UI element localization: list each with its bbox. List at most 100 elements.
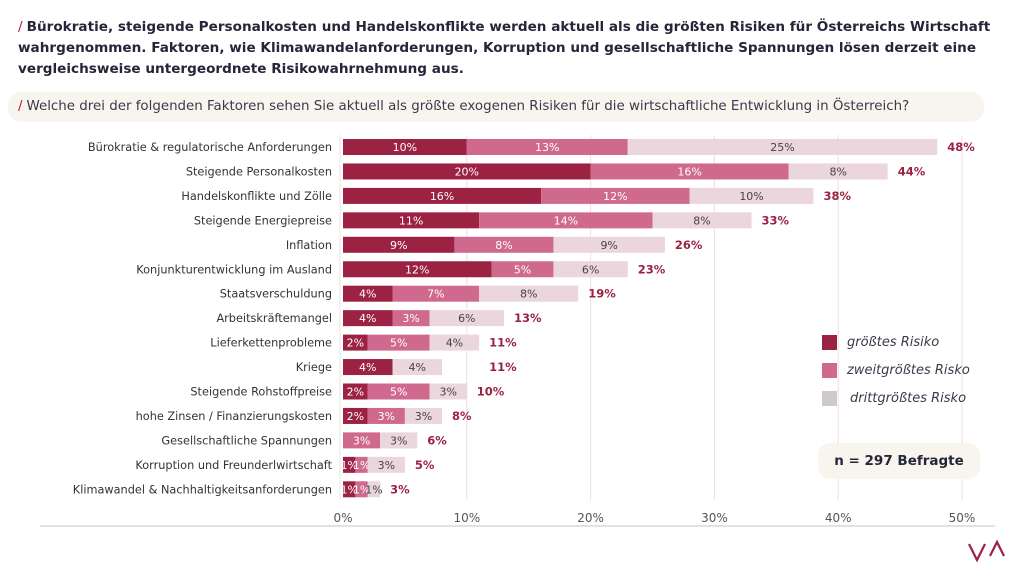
bar-segment	[367, 407, 405, 424]
bar-segment	[367, 481, 381, 498]
segment-label: 10%	[739, 190, 763, 203]
legend-swatch	[822, 390, 837, 406]
segment-label: 3%	[390, 434, 407, 447]
bar-segment	[491, 261, 554, 278]
legend-label: drittgrößtes Risko	[850, 390, 967, 406]
legend-item-1: größtes Risiko	[822, 328, 970, 356]
bar-segment	[392, 359, 443, 376]
total-label: 44%	[898, 164, 926, 178]
bar-segment	[553, 236, 665, 253]
bar-segment	[343, 163, 591, 180]
total-label: 3%	[390, 482, 410, 496]
segment-label: 1%	[340, 483, 357, 496]
segment-label: 6%	[458, 312, 475, 325]
category-label: Bürokratie & regulatorische Anforderunge…	[88, 141, 332, 154]
bar-segment	[343, 310, 393, 327]
category-label: Lieferkettenprobleme	[210, 337, 332, 350]
legend-label: größtes Risiko	[847, 334, 940, 350]
x-tick-label: 40%	[825, 511, 852, 525]
segment-label: 1%	[353, 459, 370, 472]
bar-segment	[479, 285, 579, 302]
segment-label: 3%	[415, 410, 432, 423]
segment-label: 1%	[365, 483, 382, 496]
segment-label: 14%	[554, 214, 578, 227]
bar-segment	[553, 261, 628, 278]
bar-segment	[466, 139, 628, 155]
headline-text: Bürokratie, steigende Personalkosten und…	[18, 19, 991, 77]
segment-label: 4%	[359, 288, 376, 301]
bar-segment	[343, 261, 492, 278]
headline: / Bürokratie, steigende Personalkosten un…	[18, 17, 998, 80]
segment-label: 13%	[535, 141, 559, 154]
segment-label: 2%	[347, 410, 364, 423]
segment-label: 3%	[353, 434, 370, 447]
category-label: Konjunkturentwicklung im Ausland	[136, 263, 332, 276]
segment-label: 16%	[430, 190, 454, 203]
total-label: 33%	[762, 213, 790, 227]
total-label: 38%	[823, 189, 851, 203]
segment-label: 3%	[378, 459, 395, 472]
legend-item-2: zweitgrößtes Risko	[822, 356, 970, 384]
bar-segment	[367, 334, 430, 351]
segment-label: 5%	[390, 386, 407, 399]
bar-segment	[355, 456, 368, 473]
segment-label: 2%	[347, 386, 364, 399]
total-label: 26%	[675, 238, 703, 252]
total-label: 11%	[489, 336, 517, 350]
category-label: Steigende Energiepreise	[194, 214, 332, 227]
bar-segment	[627, 139, 938, 155]
x-tick-label: 10%	[453, 511, 480, 525]
bar-segment	[479, 212, 653, 229]
question-text: Welche drei der folgenden Faktoren sehen…	[26, 99, 910, 114]
category-label: Kriege	[296, 361, 332, 374]
segment-label: 11%	[399, 214, 423, 227]
bar-segment	[343, 334, 368, 351]
category-label: hohe Zinsen / Finanzierungskosten	[136, 410, 332, 423]
segment-label: 4%	[359, 361, 376, 374]
bar-segment	[454, 236, 554, 253]
category-label: Handelskonflikte und Zölle	[181, 190, 332, 203]
segment-label: 5%	[514, 263, 531, 276]
bar-segment	[343, 383, 368, 400]
bar-segment	[429, 310, 504, 327]
category-label: Inflation	[286, 239, 332, 252]
segment-label: 1%	[353, 483, 370, 496]
bar-segment	[343, 456, 356, 473]
bar-segment	[689, 187, 814, 204]
bar-segment	[343, 481, 356, 498]
bar-segment	[343, 407, 368, 424]
segment-label: 3%	[440, 386, 457, 399]
category-label: Arbeitskräftemangel	[216, 312, 332, 325]
slash-accent: /	[18, 99, 23, 114]
segment-label: 16%	[677, 165, 701, 178]
segment-label: 12%	[603, 190, 627, 203]
bar-segment	[392, 310, 430, 327]
total-label: 19%	[588, 287, 616, 301]
legend-label: zweitgrößtes Risko	[847, 362, 970, 378]
segment-label: 25%	[770, 141, 794, 154]
bar-segment	[343, 432, 381, 449]
bar-segment	[392, 285, 480, 302]
x-tick-label: 0%	[333, 511, 352, 525]
bar-segment	[380, 432, 418, 449]
segment-label: 2%	[347, 337, 364, 350]
total-label: 11%	[489, 360, 517, 374]
x-tick-label: 50%	[949, 511, 976, 525]
segment-label: 4%	[446, 337, 463, 350]
segment-label: 5%	[390, 337, 407, 350]
total-label: 6%	[427, 433, 447, 447]
category-label: Klimawandel & Nachhaltigkeitsanforderung…	[73, 483, 332, 496]
category-label: Steigende Personalkosten	[186, 165, 332, 178]
survey-question: / Welche drei der folgenden Faktoren sehe…	[8, 92, 984, 122]
legend-swatch	[822, 334, 837, 350]
segment-label: 3%	[378, 410, 395, 423]
segment-label: 4%	[359, 312, 376, 325]
legend-item-3: drittgrößtes Risko	[822, 384, 970, 412]
bar-segment	[404, 407, 443, 424]
bar-segment	[343, 285, 393, 302]
total-label: 23%	[638, 262, 666, 276]
category-label: Staatsverschuldung	[220, 288, 332, 301]
segment-label: 8%	[693, 214, 710, 227]
total-label: 8%	[452, 409, 472, 423]
